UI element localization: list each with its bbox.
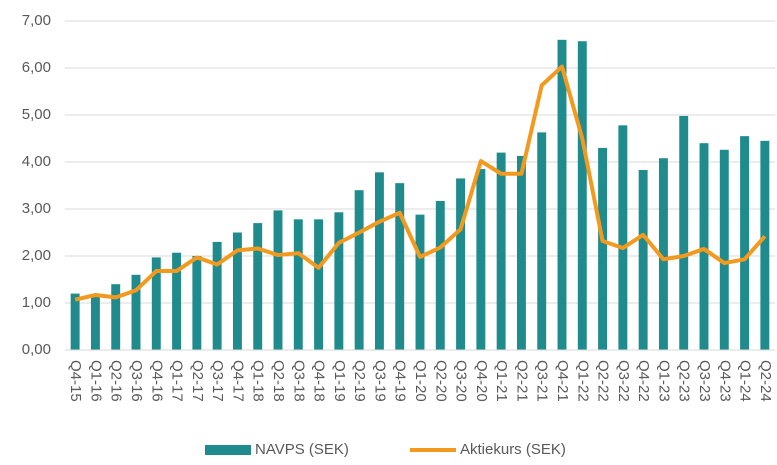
x-tick-label: Q2-20 — [432, 360, 449, 402]
x-tick-label: Q1-22 — [574, 360, 591, 402]
x-tick-label: Q1-23 — [655, 360, 672, 402]
bar — [537, 132, 547, 350]
x-tick-label: Q2-19 — [351, 360, 368, 402]
y-tick-label: 2,00 — [22, 247, 51, 264]
bar — [456, 178, 466, 350]
line — [74, 64, 767, 302]
bar — [435, 201, 445, 350]
x-tick-label: Q2-23 — [676, 360, 693, 402]
bar — [131, 274, 141, 350]
bar — [679, 115, 689, 350]
y-tick-label: 7,00 — [22, 12, 51, 29]
bar — [516, 155, 526, 350]
bar — [314, 219, 324, 350]
legend-swatch — [205, 445, 251, 455]
bar — [658, 158, 668, 350]
bar — [111, 284, 121, 350]
x-tick-label: Q4-18 — [311, 360, 328, 402]
bar — [354, 190, 364, 350]
bar — [618, 125, 628, 350]
x-tick-label: Q2-18 — [270, 360, 287, 402]
x-tick-label: Q1-20 — [412, 360, 429, 402]
bar — [273, 210, 283, 350]
x-tick-label: Q2-24 — [757, 360, 774, 402]
bar — [557, 39, 567, 351]
x-tick-label: Q3-23 — [696, 360, 713, 402]
x-tick-label: Q3-16 — [128, 360, 145, 402]
bar — [374, 172, 384, 350]
bar — [395, 183, 405, 350]
bar — [192, 256, 202, 350]
bar — [577, 41, 587, 351]
x-tick-label: Q3-18 — [290, 360, 307, 402]
bar — [638, 169, 648, 350]
bar — [760, 140, 770, 350]
bar — [151, 257, 161, 350]
x-tick-label: Q1-19 — [331, 360, 348, 402]
bar — [415, 214, 425, 350]
bar — [293, 219, 303, 350]
y-tick-label: 0,00 — [22, 341, 51, 358]
bar — [90, 295, 100, 350]
x-tick-label: Q4-23 — [716, 360, 733, 402]
bar — [232, 232, 242, 350]
x-tick-label: Q4-20 — [473, 360, 490, 402]
bar — [334, 212, 344, 350]
bar — [212, 241, 222, 350]
x-tick-label: Q3-19 — [371, 360, 388, 402]
x-tick-label: Q2-17 — [189, 360, 206, 402]
y-tick-label: 5,00 — [22, 106, 51, 123]
y-tick-label: 6,00 — [22, 59, 51, 76]
bar — [719, 149, 729, 350]
bar — [740, 136, 750, 350]
x-tick-label: Q4-21 — [554, 360, 571, 402]
bar — [70, 293, 80, 350]
legend-label: Aktiekurs (SEK) — [460, 441, 566, 458]
x-tick-label: Q3-20 — [453, 360, 470, 402]
x-tick-label: Q3-21 — [534, 360, 551, 402]
y-tick-label: 4,00 — [22, 153, 51, 170]
x-tick-label: Q1-24 — [737, 360, 754, 402]
bar — [699, 143, 709, 350]
x-tick-label: Q3-17 — [209, 360, 226, 402]
x-tick-label: Q4-16 — [148, 360, 165, 402]
y-tick-label: 1,00 — [22, 294, 51, 311]
x-tick-label: Q1-16 — [87, 360, 104, 402]
x-tick-label: Q1-17 — [169, 360, 186, 402]
x-tick-label: Q2-22 — [595, 360, 612, 402]
x-tick-label: Q4-19 — [392, 360, 409, 402]
bar — [598, 147, 608, 350]
x-tick-label: Q4-15 — [67, 360, 84, 402]
x-tick-label: Q4-17 — [229, 360, 246, 402]
bar — [172, 252, 182, 350]
x-tick-label: Q2-16 — [108, 360, 125, 402]
x-tick-label: Q1-18 — [250, 360, 267, 402]
y-tick-label: 3,00 — [22, 200, 51, 217]
bar — [253, 223, 263, 350]
bar — [496, 152, 506, 350]
x-tick-label: Q3-22 — [615, 360, 632, 402]
x-tick-label: Q2-21 — [513, 360, 530, 402]
x-tick-label: Q4-22 — [635, 360, 652, 402]
legend-label: NAVPS (SEK) — [255, 441, 349, 458]
x-tick-label: Q1-21 — [493, 360, 510, 402]
bar — [476, 169, 486, 350]
